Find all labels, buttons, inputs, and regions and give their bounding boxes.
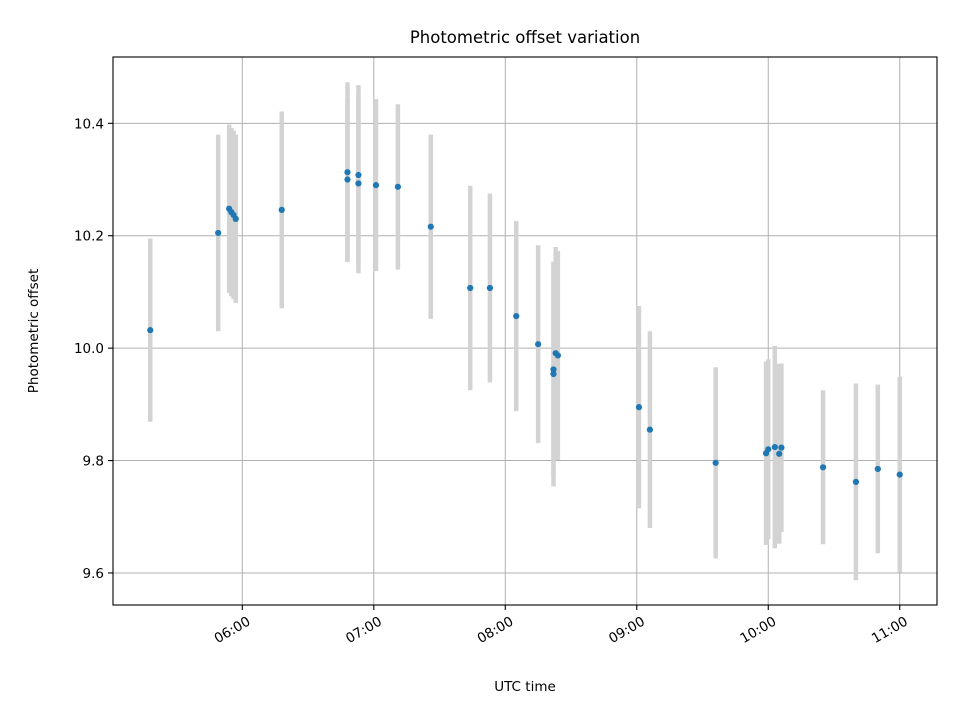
data-point [874, 465, 881, 473]
data-point [646, 426, 654, 433]
data-point [635, 404, 643, 411]
data-point [355, 180, 362, 187]
data-point [776, 450, 783, 457]
data-point [355, 171, 362, 179]
data-point [712, 459, 719, 466]
y-tick-label: 9.8 [83, 454, 104, 470]
data-point [513, 313, 520, 320]
y-axis-ticks: 9.6 9.8 10.0 10.2 10.4 [74, 116, 113, 582]
y-tick-label: 9.6 [83, 566, 104, 582]
data-point [344, 176, 351, 183]
y-axis-label: Photometric offset [26, 269, 42, 393]
y-tick-label: 10.2 [74, 229, 104, 245]
data-point [535, 341, 542, 348]
data-point [215, 229, 222, 237]
data-point [372, 182, 380, 189]
y-tick-label: 10.0 [74, 341, 104, 357]
data-point [147, 327, 154, 334]
data-point [232, 215, 239, 222]
data-point [344, 169, 351, 176]
x-axis-label: UTC time [494, 679, 556, 695]
data-point [554, 352, 561, 359]
data-point [278, 206, 285, 213]
data-point [771, 443, 778, 451]
chart-title: Photometric offset variation [410, 28, 640, 47]
data-points [147, 169, 903, 486]
data-point [819, 464, 827, 471]
data-point [427, 223, 434, 230]
data-point [550, 366, 557, 373]
data-point [852, 478, 860, 486]
plot-frame [112, 56, 938, 606]
data-point [765, 446, 772, 453]
data-point [550, 370, 557, 378]
data-point [486, 284, 494, 292]
data-point [394, 183, 401, 190]
y-tick-label: 10.4 [74, 116, 104, 132]
data-point [896, 471, 903, 478]
data-point [467, 284, 474, 292]
data-point [778, 444, 785, 451]
